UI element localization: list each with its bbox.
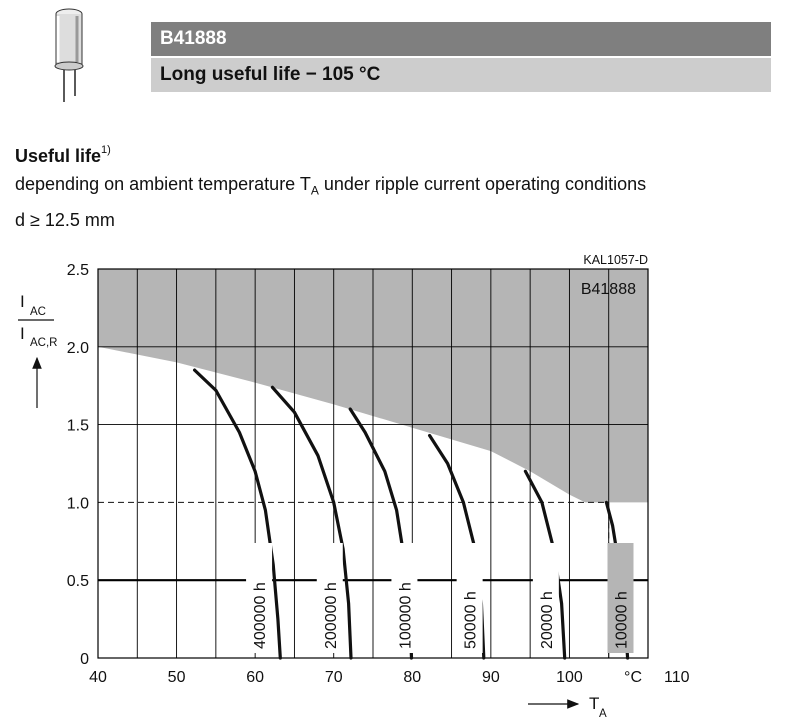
axis-labels: 400000 h 200000 h 100000 h 50000 h 20000 h 10…	[20, 253, 690, 720]
curve-label: 400000 h	[252, 582, 269, 649]
curve-label-background	[607, 543, 634, 653]
x-tick-label: 50	[168, 669, 186, 686]
y-tick-label: 2.5	[67, 262, 89, 279]
capacitor-icon	[54, 8, 84, 102]
part-number-bar: B41888	[151, 22, 771, 56]
section-title: Useful life1)	[15, 144, 111, 166]
curve-label: 200000 h	[323, 582, 340, 649]
lifetime-curve	[270, 385, 353, 660]
curve-label-background	[316, 543, 343, 653]
curve-label: 10000 h	[614, 591, 631, 649]
y-label-numerator-sub: AC	[30, 306, 46, 318]
plot-frame	[97, 268, 649, 659]
plot-area	[18, 268, 649, 709]
section-subtitle: depending on ambient temperature TA unde…	[15, 174, 647, 198]
curve-label-background	[456, 543, 483, 653]
forbidden-region	[98, 269, 648, 658]
x-tick-label: 90	[482, 669, 500, 686]
y-label-denominator: I	[20, 324, 25, 343]
x-tick-label: 40	[89, 669, 107, 686]
part-number: B41888	[160, 28, 227, 49]
x-tick-label: 60	[246, 669, 264, 686]
y-label-numerator: I	[20, 292, 25, 311]
curve-label: 20000 h	[539, 591, 556, 649]
legend-label: B41888	[581, 281, 636, 298]
x-tick-label: 70	[325, 669, 343, 686]
figure-code: KAL1057-D	[583, 253, 648, 267]
x-tick-label: 110	[664, 669, 690, 686]
x-label-sub: A	[599, 708, 607, 720]
curve-label-background	[246, 543, 273, 653]
curve-label-background	[532, 543, 559, 653]
y-label-denominator-sub: AC,R	[30, 337, 57, 349]
curve-label-background	[391, 543, 418, 653]
x-label: T	[589, 694, 599, 713]
x-tick-label: 100	[556, 669, 583, 686]
x-unit-label: °C	[624, 669, 642, 686]
lifetime-curve	[193, 368, 282, 660]
x-tick-label: 80	[403, 669, 421, 686]
y-tick-label: 1.0	[67, 495, 89, 512]
y-tick-label: 2.0	[67, 340, 89, 357]
footnote-marker: 1)	[101, 144, 111, 156]
y-tick-label: 0	[80, 651, 89, 668]
series-title-bar: Long useful life − 105 °C	[151, 58, 771, 92]
y-tick-label: 0.5	[67, 573, 89, 590]
curve-label: 100000 h	[397, 582, 414, 649]
curve-label: 50000 h	[463, 591, 480, 649]
useful-life-chart: 400000 h 200000 h 100000 h 50000 h 20000 h 10…	[18, 253, 690, 720]
size-condition: d ≥ 12.5 mm	[15, 210, 115, 230]
series-title: Long useful life − 105 °C	[160, 64, 381, 85]
y-tick-label: 1.5	[67, 418, 89, 435]
